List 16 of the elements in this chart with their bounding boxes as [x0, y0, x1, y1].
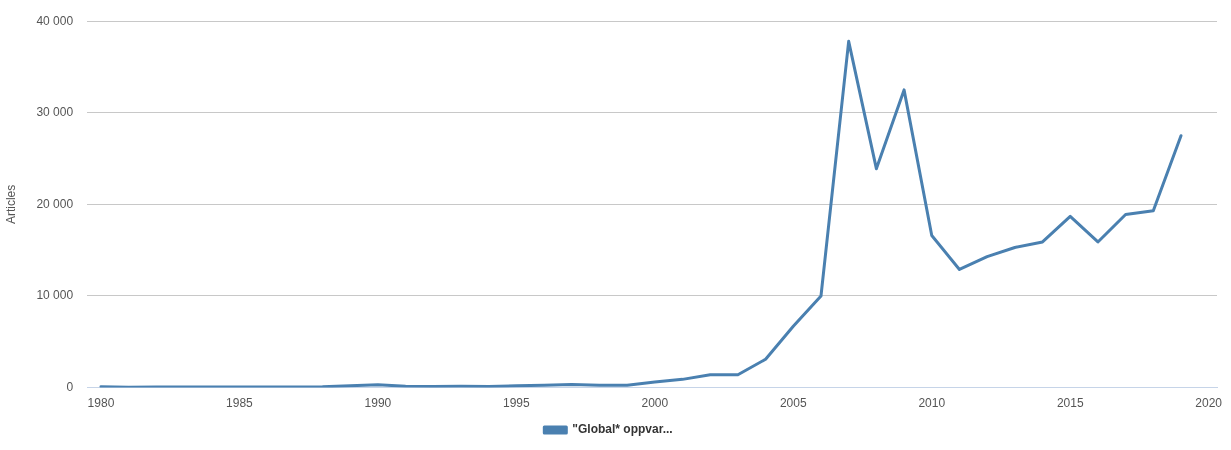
x-tick-label: 1990	[364, 396, 392, 411]
y-tick-label: 30 000	[36, 105, 74, 120]
x-tick-label: 1980	[87, 396, 115, 411]
x-tick-label: 2015	[1056, 396, 1084, 411]
x-tick-label: 1995	[503, 396, 531, 411]
x-tick-label: 2005	[779, 396, 807, 411]
legend-label: "Global* oppvar...	[572, 422, 673, 437]
y-axis-title: Articles	[3, 184, 18, 225]
y-tick-label: 40 000	[36, 13, 74, 28]
y-tick-label: 20 000	[36, 196, 74, 211]
x-tick-label: 1985	[226, 396, 254, 411]
x-tick-label: 2010	[918, 396, 946, 411]
x-tick-label: 2000	[641, 396, 669, 411]
y-tick-label: 10 000	[36, 288, 74, 303]
y-tick-label: 0	[66, 379, 74, 394]
x-tick-label: 2020	[1195, 396, 1223, 411]
